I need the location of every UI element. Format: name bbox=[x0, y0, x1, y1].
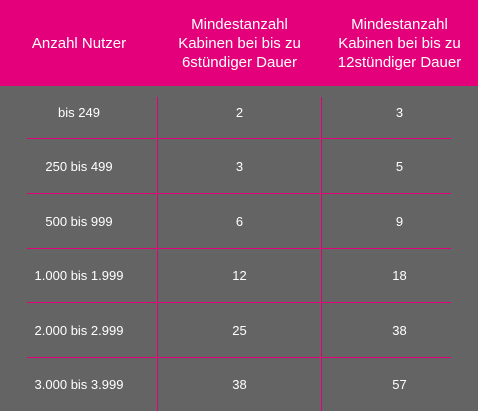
column-divider bbox=[321, 97, 322, 411]
header-users: Anzahl Nutzer bbox=[31, 34, 127, 52]
table-header: Anzahl Nutzer Mindestanzahl Kabinen bei … bbox=[0, 0, 478, 86]
cell-cabins-6h: 38 bbox=[232, 377, 247, 392]
table-row: 3.000 bis 3.999 38 57 bbox=[0, 358, 478, 411]
column-divider bbox=[157, 97, 158, 411]
header-cabins-12h: Mindestanzahl Kabinen bei bis zu 12stünd… bbox=[337, 15, 462, 71]
cell-users: 1.000 bis 1.999 bbox=[34, 268, 124, 283]
cell-cabins-12h: 3 bbox=[395, 104, 404, 120]
cell-cabins-12h: 18 bbox=[392, 268, 407, 283]
cell-users: bis 249 bbox=[58, 104, 100, 120]
row-divider bbox=[27, 193, 451, 194]
table-body: bis 249 2 3 250 bis 499 3 5 500 bis 999 … bbox=[0, 86, 478, 411]
table-row: 1.000 bis 1.999 12 18 bbox=[0, 249, 478, 302]
row-divider bbox=[27, 302, 451, 303]
cell-users: 3.000 bis 3.999 bbox=[34, 377, 124, 392]
table-row: 500 bis 999 6 9 bbox=[0, 194, 478, 248]
cell-users: 250 bis 499 bbox=[45, 158, 113, 174]
row-divider bbox=[27, 248, 451, 249]
row-divider bbox=[27, 357, 451, 358]
row-divider bbox=[27, 138, 451, 139]
table-row: 2.000 bis 2.999 25 38 bbox=[0, 303, 478, 357]
cell-cabins-6h: 3 bbox=[235, 158, 244, 174]
cell-cabins-12h: 9 bbox=[395, 213, 404, 229]
cell-users: 500 bis 999 bbox=[45, 213, 113, 229]
cell-cabins-6h: 25 bbox=[232, 322, 247, 338]
cell-cabins-12h: 5 bbox=[395, 158, 404, 174]
table-row: bis 249 2 3 bbox=[0, 86, 478, 138]
cell-cabins-6h: 2 bbox=[235, 104, 244, 120]
table-row: 250 bis 499 3 5 bbox=[0, 139, 478, 193]
cell-cabins-12h: 38 bbox=[392, 322, 407, 338]
cell-users: 2.000 bis 2.999 bbox=[34, 322, 124, 338]
cell-cabins-6h: 12 bbox=[232, 268, 247, 283]
header-cabins-6h: Mindestanzahl Kabinen bei bis zu 6stündi… bbox=[178, 15, 301, 71]
cell-cabins-12h: 57 bbox=[392, 377, 407, 392]
cell-cabins-6h: 6 bbox=[235, 213, 244, 229]
